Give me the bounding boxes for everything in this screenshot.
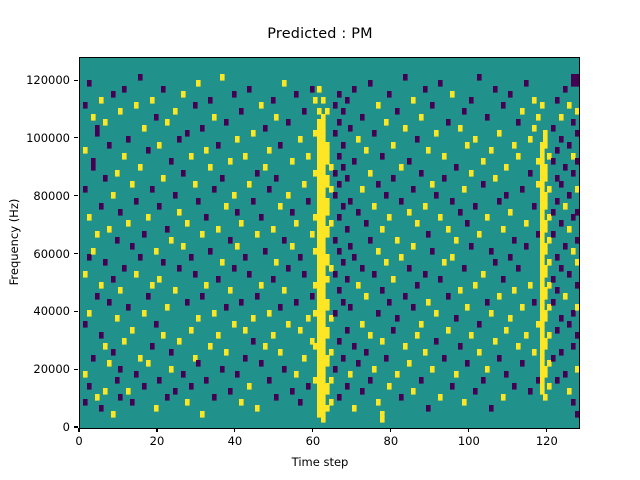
y-tick-mark	[74, 137, 78, 139]
y-tick-label: 40000	[33, 304, 70, 319]
x-tick-label: 40	[227, 434, 243, 448]
x-axis-label: Time step	[291, 455, 349, 469]
heatmap-canvas[interactable]	[80, 58, 579, 428]
x-tick-label: 120	[535, 434, 558, 448]
x-tick-mark	[312, 428, 314, 432]
x-tick-label: 80	[383, 434, 399, 448]
x-tick-mark	[390, 428, 392, 432]
y-tick-mark	[74, 368, 78, 370]
x-tick-label: 0	[75, 434, 83, 448]
x-tick-mark	[234, 428, 236, 432]
y-tick-label: 60000	[33, 246, 70, 261]
x-tick-label: 60	[305, 434, 321, 448]
x-tick-label: 20	[149, 434, 165, 448]
y-axis-label: Frequency (Hz)	[7, 198, 21, 286]
y-tick-label: 0	[62, 420, 70, 434]
x-tick-mark	[546, 428, 548, 432]
y-tick-label: 120000	[26, 73, 70, 88]
y-tick-mark	[74, 426, 78, 428]
y-tick-mark	[74, 253, 78, 255]
y-tick-label: 80000	[33, 188, 70, 203]
heatmap-plot-area[interactable]	[79, 57, 580, 429]
y-tick-label: 20000	[33, 362, 70, 377]
y-tick-label: 100000	[26, 130, 70, 145]
y-tick-mark	[74, 195, 78, 197]
x-tick-mark	[78, 428, 80, 432]
y-tick-mark	[74, 79, 78, 81]
x-tick-mark	[156, 428, 158, 432]
x-tick-mark	[468, 428, 470, 432]
x-tick-label: 100	[457, 434, 480, 448]
chart-title: Predicted : PM	[267, 26, 373, 42]
y-tick-mark	[74, 310, 78, 312]
